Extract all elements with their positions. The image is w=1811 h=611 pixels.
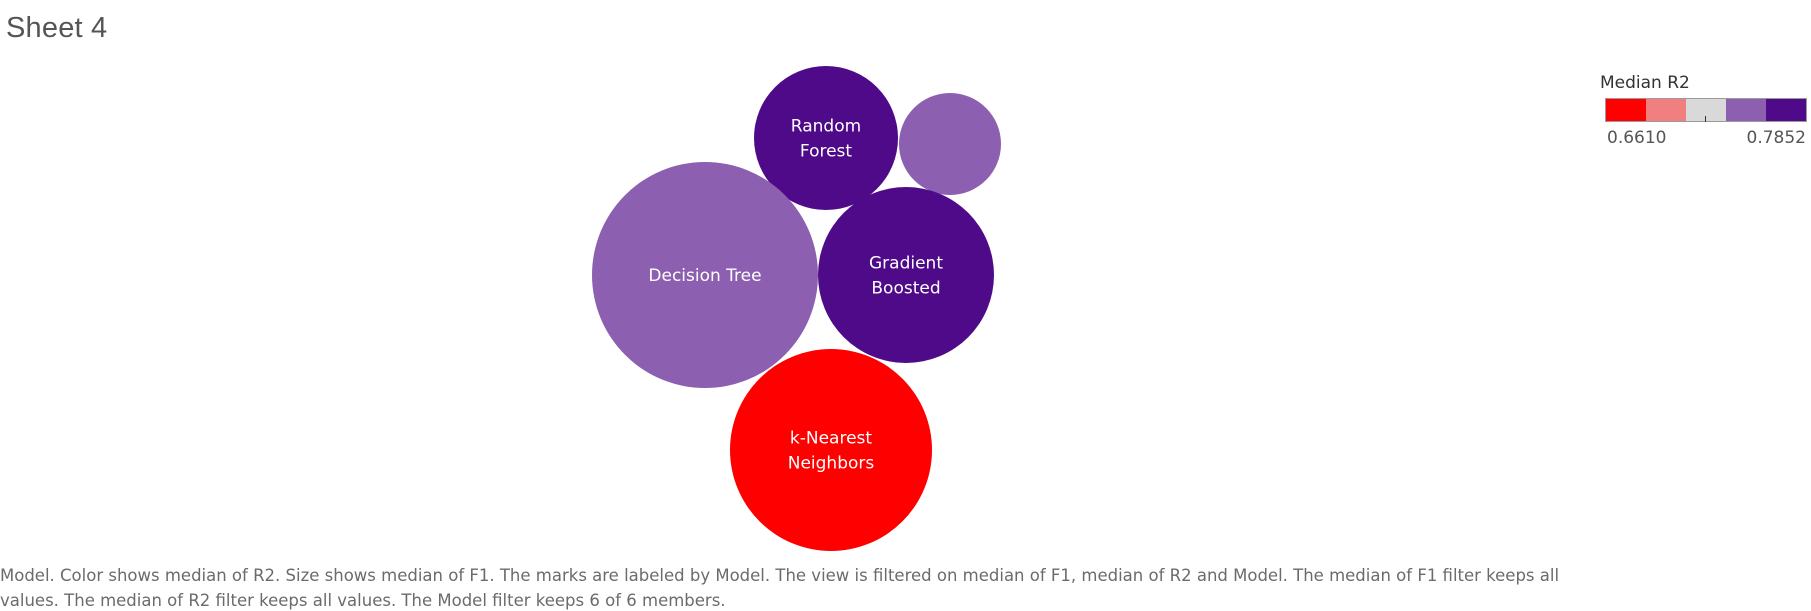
legend-step-4 — [1726, 99, 1766, 121]
bubble-mark[interactable] — [899, 93, 1001, 195]
chart-caption: Model. Color shows median of R2. Size sh… — [0, 566, 1560, 610]
bubble-decision-tree[interactable]: Decision Tree — [592, 162, 818, 388]
sheet-title: Sheet 4 — [6, 12, 108, 44]
legend-max-label: 0.7852 — [1746, 128, 1806, 148]
legend-step-5 — [1766, 99, 1806, 121]
bubble-label: Random — [791, 117, 861, 137]
bubble-mark[interactable] — [754, 66, 898, 210]
bubble-label: Boosted — [871, 279, 940, 299]
bubble-k-nearest-neighbors[interactable]: k-Nearest Neighbors — [730, 349, 932, 551]
legend-min-label: 0.6610 — [1607, 128, 1667, 148]
bubble-gradient-boosted[interactable]: Gradient Boosted — [818, 187, 994, 363]
bubble-mark[interactable] — [592, 162, 818, 388]
legend-step-2 — [1646, 99, 1686, 121]
bubble-random-forest[interactable]: Random Forest — [754, 66, 898, 210]
legend-title: Median R2 — [1600, 73, 1690, 93]
bubble-label: Forest — [800, 142, 853, 162]
bubble-label: Neighbors — [788, 454, 875, 474]
bubble-label: Decision Tree — [648, 266, 761, 286]
bubble-mark[interactable] — [818, 187, 994, 363]
legend-color-ramp[interactable] — [1605, 98, 1807, 122]
legend-range-labels: 0.6610 0.7852 — [1600, 128, 1810, 150]
legend-step-1 — [1606, 99, 1646, 121]
legend-step-3 — [1686, 99, 1726, 121]
bubble-unlabeled[interactable] — [899, 93, 1001, 195]
bubble-label: k-Nearest — [790, 429, 873, 449]
bubble-mark[interactable] — [730, 349, 932, 551]
bubble-label: Gradient — [869, 254, 943, 274]
legend-midpoint-tick — [1705, 116, 1706, 122]
color-legend: Median R2 0.6610 0.7852 — [1600, 73, 1810, 150]
